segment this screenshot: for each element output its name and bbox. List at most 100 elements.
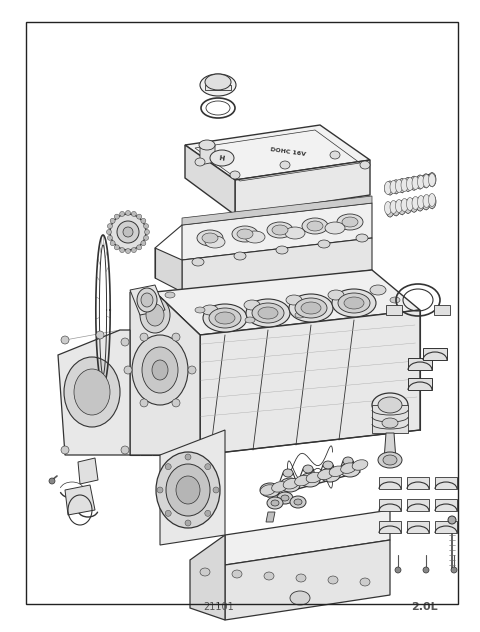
Ellipse shape	[342, 217, 358, 227]
Ellipse shape	[386, 203, 394, 217]
Ellipse shape	[200, 568, 210, 576]
Ellipse shape	[237, 229, 253, 239]
Polygon shape	[225, 540, 390, 620]
Ellipse shape	[203, 304, 247, 332]
Ellipse shape	[132, 248, 136, 253]
Polygon shape	[160, 430, 225, 545]
Ellipse shape	[360, 161, 370, 169]
Ellipse shape	[423, 195, 430, 207]
Ellipse shape	[141, 241, 146, 246]
Ellipse shape	[320, 468, 340, 482]
Ellipse shape	[301, 302, 321, 314]
Polygon shape	[225, 510, 390, 565]
Ellipse shape	[260, 483, 280, 497]
Polygon shape	[372, 405, 408, 433]
Ellipse shape	[360, 578, 370, 586]
Polygon shape	[155, 248, 182, 292]
Polygon shape	[185, 145, 235, 215]
Ellipse shape	[258, 307, 278, 319]
Ellipse shape	[96, 331, 104, 339]
Ellipse shape	[146, 304, 164, 326]
Ellipse shape	[245, 317, 255, 323]
Ellipse shape	[328, 290, 344, 300]
Polygon shape	[407, 477, 429, 489]
Ellipse shape	[245, 231, 265, 243]
Ellipse shape	[172, 333, 180, 341]
Ellipse shape	[295, 475, 311, 486]
Polygon shape	[130, 292, 200, 455]
Polygon shape	[385, 175, 435, 192]
Polygon shape	[78, 458, 98, 484]
Ellipse shape	[140, 333, 148, 341]
Ellipse shape	[418, 176, 424, 188]
Ellipse shape	[114, 214, 120, 219]
Ellipse shape	[384, 181, 392, 195]
Ellipse shape	[271, 500, 279, 506]
Polygon shape	[407, 499, 429, 511]
Ellipse shape	[289, 294, 333, 322]
Ellipse shape	[272, 225, 288, 235]
Ellipse shape	[307, 221, 323, 231]
Ellipse shape	[341, 463, 356, 473]
Ellipse shape	[200, 74, 236, 96]
Ellipse shape	[290, 496, 306, 508]
Ellipse shape	[286, 295, 302, 305]
Ellipse shape	[120, 248, 125, 253]
Ellipse shape	[267, 497, 283, 509]
Ellipse shape	[300, 473, 320, 487]
Ellipse shape	[156, 452, 220, 528]
Ellipse shape	[384, 202, 392, 214]
Ellipse shape	[165, 292, 175, 298]
Ellipse shape	[165, 510, 171, 516]
Ellipse shape	[396, 179, 403, 193]
Ellipse shape	[281, 495, 289, 501]
Ellipse shape	[303, 465, 313, 473]
Ellipse shape	[61, 336, 69, 344]
Ellipse shape	[423, 567, 429, 573]
Ellipse shape	[302, 218, 328, 234]
Ellipse shape	[423, 174, 430, 188]
Ellipse shape	[267, 222, 293, 238]
Ellipse shape	[137, 288, 157, 312]
Ellipse shape	[264, 572, 274, 580]
Polygon shape	[182, 203, 372, 260]
Ellipse shape	[123, 227, 133, 237]
Ellipse shape	[422, 174, 430, 188]
Ellipse shape	[378, 397, 402, 413]
Ellipse shape	[202, 233, 218, 243]
Ellipse shape	[344, 297, 364, 309]
Ellipse shape	[197, 230, 223, 246]
Ellipse shape	[422, 196, 430, 210]
Ellipse shape	[296, 574, 306, 582]
Ellipse shape	[205, 74, 231, 90]
Ellipse shape	[166, 464, 210, 516]
Ellipse shape	[140, 297, 170, 333]
Polygon shape	[379, 499, 401, 511]
Ellipse shape	[412, 197, 419, 209]
Polygon shape	[379, 521, 401, 533]
Ellipse shape	[329, 466, 345, 477]
Ellipse shape	[110, 214, 146, 250]
Polygon shape	[182, 238, 372, 292]
Ellipse shape	[144, 224, 149, 229]
Ellipse shape	[272, 482, 288, 492]
Polygon shape	[407, 521, 429, 533]
Ellipse shape	[294, 499, 302, 505]
Ellipse shape	[277, 492, 293, 504]
Ellipse shape	[410, 176, 418, 190]
Ellipse shape	[121, 338, 129, 346]
Polygon shape	[205, 85, 231, 90]
Ellipse shape	[383, 455, 397, 465]
Ellipse shape	[392, 202, 400, 216]
Ellipse shape	[195, 158, 205, 166]
Ellipse shape	[337, 214, 363, 230]
Ellipse shape	[412, 176, 419, 190]
Ellipse shape	[213, 487, 219, 493]
Ellipse shape	[132, 335, 188, 405]
Ellipse shape	[356, 234, 368, 242]
Polygon shape	[200, 310, 420, 455]
Ellipse shape	[386, 181, 394, 195]
Ellipse shape	[110, 218, 115, 223]
Polygon shape	[182, 196, 372, 225]
Polygon shape	[130, 292, 200, 455]
